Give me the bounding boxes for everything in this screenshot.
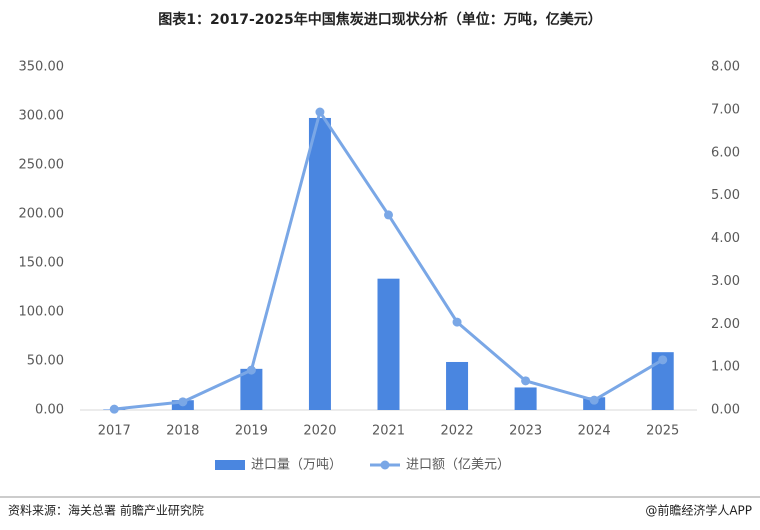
y-tick-label: 50.00: [27, 354, 64, 369]
y2-tick-label: 4.00: [711, 231, 740, 246]
legend-swatch: [380, 460, 390, 470]
y2-tick-label: 0.00: [711, 403, 740, 418]
line-point: [178, 397, 188, 407]
bar: [651, 352, 674, 410]
y-tick-label: 100.00: [19, 305, 65, 320]
y2-tick-label: 8.00: [711, 60, 740, 75]
legend-label: 进口量（万吨）: [251, 458, 342, 473]
line-point: [384, 210, 393, 220]
x-tick-label: 2018: [166, 424, 199, 439]
y2-tick-label: 7.00: [711, 102, 740, 117]
x-tick-label: 2023: [509, 424, 542, 439]
line-point: [589, 395, 599, 405]
y-tick-label: 250.00: [19, 158, 65, 173]
x-tick-label: 2019: [235, 424, 268, 439]
bar: [240, 368, 263, 410]
x-tick-label: 2021: [372, 424, 405, 439]
x-tick-label: 2022: [441, 424, 474, 439]
legend-label: 进口额（亿美元）: [406, 458, 510, 473]
x-tick-label: 2017: [98, 424, 131, 439]
y-tick-label: 0.00: [35, 403, 64, 418]
bar: [446, 361, 469, 410]
y-tick-label: 200.00: [19, 207, 65, 222]
bar: [308, 117, 331, 411]
line-point: [246, 365, 256, 375]
y2-tick-label: 6.00: [711, 145, 740, 160]
y2-tick-label: 2.00: [711, 317, 740, 332]
line-point: [452, 317, 462, 327]
bar: [377, 278, 400, 410]
y-tick-label: 150.00: [19, 256, 65, 271]
x-tick-label: 2024: [578, 424, 611, 439]
y2-tick-label: 1.00: [711, 360, 740, 375]
y-tick-label: 350.00: [19, 60, 65, 75]
x-tick-label: 2020: [303, 424, 336, 439]
x-tick-label: 2025: [646, 424, 679, 439]
line-point: [521, 376, 531, 386]
y2-tick-label: 3.00: [711, 274, 740, 289]
source: 资料来源：海关总署 前瞻产业研究院: [8, 503, 204, 518]
bar: [514, 387, 537, 410]
chart-title: 图表1：2017-2025年中国焦炭进口现状分析（单位：万吨，亿美元）: [158, 11, 601, 28]
credit: @前瞻经济学人APP: [645, 503, 752, 518]
legend-swatch: [215, 460, 245, 470]
y-tick-label: 300.00: [19, 109, 65, 124]
line-point: [658, 355, 668, 365]
line-point: [315, 107, 325, 117]
y2-tick-label: 5.00: [711, 188, 740, 203]
line-point: [109, 404, 119, 414]
